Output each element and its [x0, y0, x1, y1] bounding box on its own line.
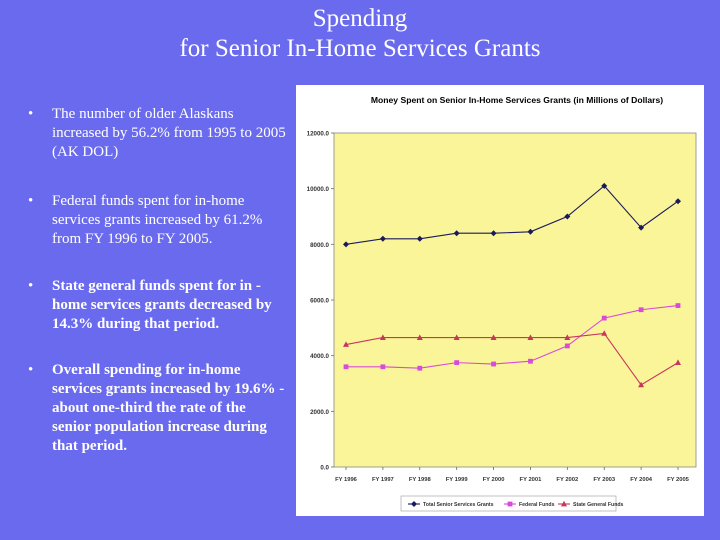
data-point [528, 358, 533, 364]
legend-label: State General Funds [573, 502, 624, 508]
data-point [379, 235, 386, 242]
slide-title-line-1: Spending [312, 5, 408, 32]
x-tick-label: FY 2004 [630, 477, 653, 483]
bullet-text: Overall spending for in-home services gr… [52, 362, 285, 454]
data-point [453, 334, 460, 340]
data-point [564, 334, 571, 340]
x-tick-label: FY 2003 [593, 477, 616, 483]
data-point [490, 334, 497, 340]
y-tick-label: 12000.0 [307, 131, 330, 138]
bullet-marker: • [28, 362, 34, 378]
data-point [638, 224, 645, 231]
data-point [638, 307, 644, 313]
series-line [345, 185, 679, 245]
data-point [675, 198, 681, 205]
y-tick-label: 6000.0 [310, 298, 329, 305]
data-point [675, 359, 681, 366]
bullet-marker: • [28, 106, 34, 122]
data-point [675, 303, 681, 308]
data-point [343, 241, 349, 248]
legend-label: Federal Funds [519, 502, 555, 508]
data-point [491, 361, 496, 367]
data-point [601, 330, 608, 336]
x-tick-label: FY 2005 [667, 477, 690, 483]
legend-marker [507, 501, 513, 507]
series-line [345, 332, 679, 386]
x-tick-label: FY 2002 [556, 477, 578, 483]
data-point [564, 343, 570, 349]
data-point [564, 213, 571, 220]
slide-title: Spending for Senior In-Home Services Gra… [0, 4, 720, 64]
y-tick-label: 0.0 [320, 465, 329, 472]
x-tick-label: FY 1999 [446, 477, 469, 483]
y-tick-label: 10000.0 [307, 186, 330, 193]
data-point [490, 230, 497, 237]
plot-area [333, 132, 697, 468]
y-tick-label: 8000.0 [310, 242, 329, 249]
line-chart: Money Spent on Senior In-Home Services G… [307, 95, 697, 512]
data-point [379, 334, 386, 340]
x-tick-label: FY 1996 [335, 477, 358, 483]
data-point [417, 365, 423, 371]
data-point [343, 364, 349, 370]
x-tick-label: FY 1997 [372, 477, 394, 483]
chart-frame: Money Spent on Senior In-Home Services G… [296, 85, 704, 516]
bullet-marker: • [28, 193, 34, 209]
legend-marker [561, 500, 567, 507]
y-tick-label: 2000.0 [310, 409, 329, 416]
data-point [416, 235, 423, 242]
data-point [638, 381, 645, 388]
data-point [601, 182, 608, 189]
chart-title: Money Spent on Senior In-Home Services G… [371, 95, 663, 105]
x-tick-label: FY 2001 [520, 477, 543, 483]
slide-title-line-2: for Senior In-Home Services Grants [179, 35, 541, 62]
data-point [453, 230, 460, 237]
data-point [601, 315, 607, 321]
data-point [527, 228, 534, 235]
bullet-text: State general funds spent for in -home s… [52, 278, 272, 332]
x-tick-label: FY 1998 [409, 477, 432, 483]
bullet-text: Federal funds spent for in-home services… [52, 193, 263, 247]
series-line [346, 305, 679, 369]
bullet-marker: • [28, 278, 34, 294]
y-tick-label: 4000.0 [310, 353, 329, 360]
legend-label: Total Senior Services Grants [423, 502, 494, 508]
bullet-text: The number of older Alaskans increased b… [52, 106, 286, 160]
x-tick-label: FY 2000 [483, 477, 505, 483]
data-point [527, 334, 534, 340]
data-point [454, 360, 460, 366]
data-point [416, 334, 423, 340]
data-point [380, 364, 386, 370]
legend-marker [411, 501, 417, 507]
data-point [343, 341, 349, 347]
